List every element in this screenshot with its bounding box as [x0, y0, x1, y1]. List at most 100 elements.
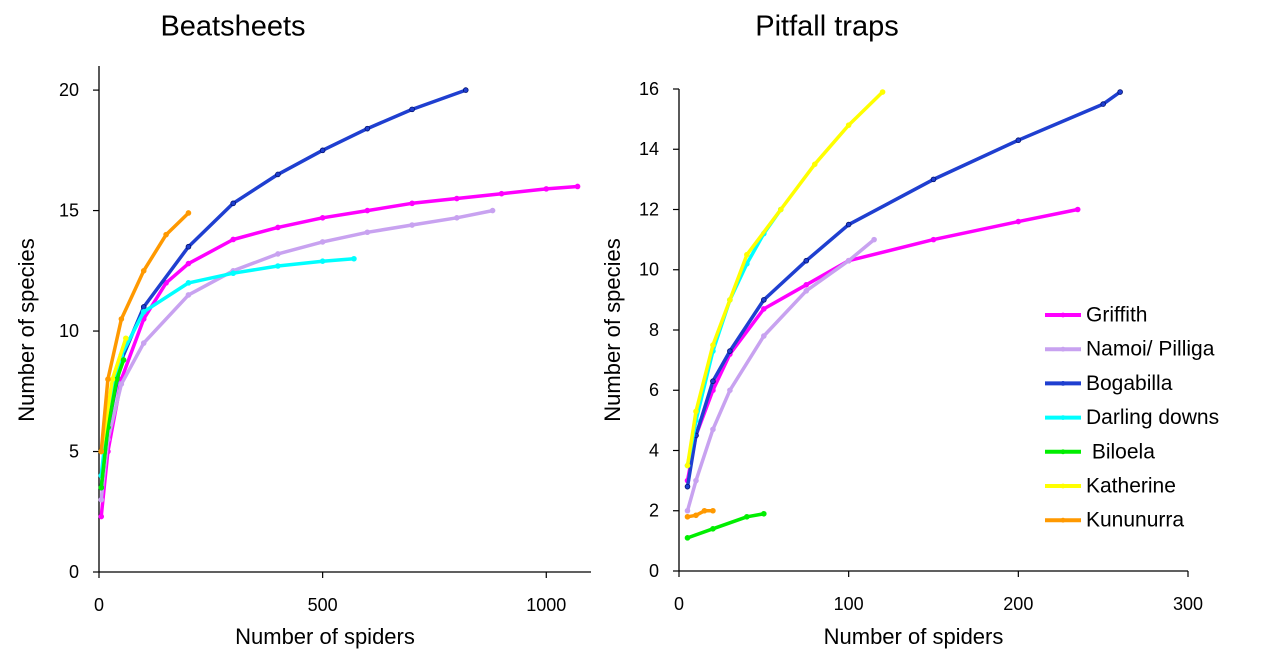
data-point	[498, 190, 505, 197]
data-point	[319, 258, 326, 264]
series-line	[99, 257, 356, 478]
data-point	[803, 257, 810, 264]
series-line	[99, 208, 495, 502]
legend-marker	[1060, 381, 1066, 386]
data-point	[803, 288, 810, 294]
data-point	[120, 357, 127, 363]
data-point	[123, 335, 129, 342]
legend-label: Griffith	[1086, 304, 1147, 327]
data-point	[275, 224, 281, 231]
series-line	[685, 237, 876, 513]
data-point	[105, 376, 111, 383]
y-tick-label: 8	[649, 320, 659, 340]
data-point	[684, 513, 691, 520]
data-point	[543, 186, 550, 192]
series-line	[685, 207, 1080, 483]
data-point	[845, 257, 852, 264]
x-tick-label: 0	[94, 595, 104, 615]
data-point	[710, 507, 716, 514]
x-tick-label: 0	[674, 594, 684, 614]
y-tick-label: 15	[59, 200, 79, 220]
data-point	[319, 147, 326, 154]
data-point	[777, 206, 784, 213]
data-point	[185, 260, 192, 267]
data-point	[710, 426, 716, 433]
data-point	[684, 483, 691, 490]
data-point	[140, 340, 147, 346]
data-point	[98, 496, 105, 503]
y-tick-label: 16	[639, 79, 659, 99]
plot-area: Griffith Namoi/ Pilliga Bogabilla Darling d…	[684, 89, 1219, 541]
data-point	[744, 251, 750, 258]
data-point	[811, 161, 818, 168]
data-point	[454, 215, 460, 221]
data-point	[230, 236, 236, 243]
data-point	[727, 297, 733, 303]
chart-title: Pitfall traps	[755, 11, 898, 43]
data-point	[727, 387, 733, 394]
data-point	[185, 210, 192, 216]
data-point	[351, 255, 357, 262]
legend-label: Biloela	[1086, 440, 1155, 463]
x-axis-label: Number of spiders	[824, 624, 1004, 649]
data-point	[98, 484, 105, 491]
y-tick-label: 10	[59, 321, 79, 341]
y-tick-label: 5	[69, 441, 79, 461]
data-point	[319, 215, 326, 221]
data-point	[871, 236, 877, 243]
data-point	[684, 535, 691, 541]
data-point	[230, 270, 236, 277]
data-point	[761, 306, 767, 312]
data-point	[845, 221, 852, 228]
data-point	[693, 477, 699, 484]
series-line	[99, 88, 468, 490]
data-point	[364, 125, 371, 132]
legend-label: Kununurra	[1086, 509, 1184, 532]
data-point	[163, 231, 169, 238]
data-point	[701, 507, 708, 514]
x-tick-label: 200	[1003, 594, 1033, 614]
series-line	[99, 184, 580, 519]
plot-area	[98, 87, 581, 520]
data-point	[761, 297, 767, 303]
data-point	[275, 263, 281, 269]
data-point	[1100, 101, 1106, 107]
y-tick-label: 2	[649, 501, 659, 521]
series-line	[99, 358, 126, 490]
y-tick-label: 6	[649, 380, 659, 400]
legend-label: Darling downs	[1086, 406, 1219, 429]
y-tick-label: 10	[639, 260, 659, 280]
data-point	[1074, 206, 1081, 213]
chart-title: Beatsheets	[160, 11, 305, 43]
data-point	[275, 171, 281, 178]
data-point	[710, 378, 716, 385]
data-point	[364, 229, 371, 236]
x-tick-label: 100	[834, 594, 864, 614]
data-point	[693, 408, 699, 415]
subplot: Pitfall traps Number of spiders Number of …	[600, 11, 1219, 649]
data-point	[803, 282, 810, 288]
data-point	[275, 251, 281, 257]
y-tick-label: 0	[69, 562, 79, 582]
data-point	[185, 292, 192, 298]
legend-label: Namoi/ Pilliga	[1086, 338, 1215, 361]
data-point	[761, 333, 767, 339]
legend-label: Bogabilla	[1086, 372, 1173, 395]
data-point	[409, 222, 415, 228]
data-point	[684, 507, 691, 514]
data-point	[409, 106, 415, 113]
series-line	[685, 512, 766, 540]
legend-marker	[1060, 312, 1066, 318]
data-point	[98, 448, 105, 455]
y-axis-label: Number of species	[14, 238, 39, 421]
x-tick-label: 500	[308, 595, 338, 615]
data-point	[98, 513, 105, 520]
data-point	[693, 512, 699, 519]
data-point	[1015, 218, 1022, 225]
data-point	[930, 236, 937, 243]
data-point	[462, 87, 469, 93]
x-tick-label: 1000	[526, 595, 566, 615]
y-tick-label: 4	[649, 440, 659, 460]
y-tick-label: 14	[639, 139, 659, 159]
